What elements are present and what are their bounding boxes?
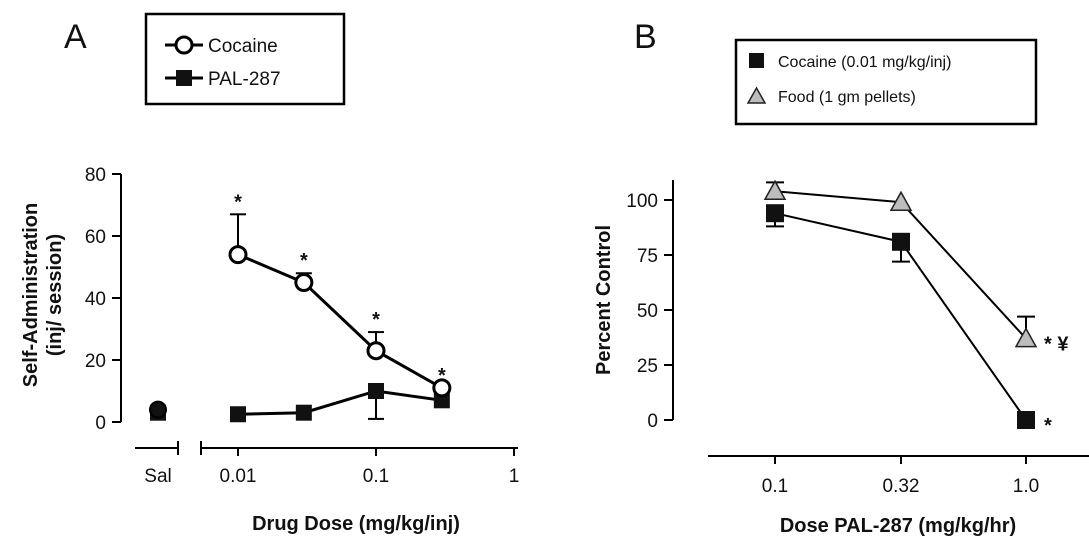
panel-a-y-tick-label: 0	[95, 413, 106, 434]
panel-b-letter: B	[634, 18, 657, 56]
pal287-point	[368, 383, 384, 399]
panel-a-x-tick-label: 0.1	[363, 466, 389, 487]
panel-a-x-tick-label: 0.01	[220, 466, 257, 487]
cocaine-series-line	[237, 253, 443, 390]
panel-a-axes: 0 20 40 60 80 0.01 0.1 1 Sal Drug Dose (mg/kg/…	[20, 165, 519, 535]
panel-b-x-tick-label: 0.1	[762, 476, 788, 497]
panel-a-y-tick-label: 40	[85, 289, 106, 310]
legend-cocaine-marker	[174, 35, 194, 55]
cocaine-significance-marker: *	[372, 309, 380, 331]
panel-b-y-tick-label: 100	[626, 191, 658, 212]
b-cocaine-point	[892, 232, 910, 251]
panel-b-y-tick-label: 75	[637, 246, 658, 267]
panel-a-plot: * * * *	[149, 191, 452, 423]
panel-a-legend-box	[144, 12, 346, 106]
panel-a-legend: Cocaine PAL-287	[144, 12, 346, 106]
b-food-series-line	[774, 190, 1027, 340]
b-food-point	[763, 179, 787, 200]
legend-b-cocaine-marker	[749, 53, 764, 68]
panel-b-y-tick-label: 25	[637, 356, 658, 377]
b-cocaine-point	[1017, 411, 1035, 429]
panel-b-axes: 0 25 50 75 100 0.1 0.32 1.0 Dose PAL-287 (mg/k…	[593, 180, 1089, 537]
panel-a-y-tick-label: 20	[85, 351, 106, 372]
panel-b-y-tick-label: 50	[637, 301, 658, 322]
cocaine-point	[228, 245, 248, 265]
cocaine-significance-marker: *	[300, 250, 308, 272]
panel-a-y-tick-label: 60	[85, 227, 106, 248]
cocaine-significance-marker: *	[234, 191, 242, 213]
b-cocaine-point	[766, 204, 784, 223]
legend-b-food-marker	[746, 86, 767, 104]
panel-a-y-axis-title-line2: (inj/ session)	[44, 234, 66, 356]
panel-b-legend: Cocaine (0.01 mg/kg/inj) Food (1 gm pell…	[734, 38, 1038, 126]
b-cocaine-significance-marker: *	[1044, 415, 1052, 437]
panel-a-x-axis-title: Drug Dose (mg/kg/inj)	[252, 513, 460, 535]
b-food-significance-marker: * ¥	[1044, 334, 1069, 356]
panel-b-y-tick-label: 0	[647, 411, 658, 432]
cocaine-significance-marker: *	[438, 365, 446, 387]
legend-pal287-label: PAL-287	[208, 69, 281, 90]
cocaine-point	[294, 273, 314, 292]
panel-b-y-axis-title: Percent Control	[593, 225, 615, 375]
panel-b-x-tick-label: 0.32	[883, 476, 920, 497]
panel-b-legend-box	[734, 38, 1038, 126]
b-food-point	[889, 190, 913, 211]
pal287-point	[295, 404, 312, 421]
cocaine-saline-point	[149, 400, 167, 419]
panel-b-y-ticks: 0 25 50 75 100	[626, 191, 673, 432]
legend-b-food-label: Food (1 gm pellets)	[778, 89, 916, 106]
pal287-series-line	[237, 389, 443, 416]
panel-a-sal-tick-label: Sal	[144, 466, 171, 487]
cocaine-point	[366, 341, 386, 361]
legend-cocaine-label: Cocaine	[208, 36, 278, 57]
b-food-point	[1014, 327, 1038, 348]
panel-a-letter: A	[64, 18, 87, 56]
legend-pal287-marker	[176, 70, 192, 86]
legend-b-cocaine-label: Cocaine (0.01 mg/kg/inj)	[778, 54, 951, 71]
panel-b-plot: * * ¥	[763, 179, 1069, 437]
panel-b-x-ticks: 0.1 0.32 1.0	[762, 456, 1039, 497]
panel-a-x-ticks: 0.01 0.1 1	[220, 448, 520, 487]
pal287-point	[230, 406, 246, 423]
panel-b-x-axis-title: Dose PAL-287 (mg/kg/hr)	[780, 515, 1016, 537]
panel-a-y-ticks: 0 20 40 60 80	[85, 165, 121, 434]
panel-a-x-tick-label: 1	[509, 466, 520, 487]
panel-a-y-tick-label: 80	[85, 165, 106, 186]
panel-b-x-tick-label: 1.0	[1013, 476, 1039, 497]
panel-a-y-axis-title-line1: Self-Administration	[20, 203, 42, 387]
cocaine-point	[432, 378, 452, 398]
